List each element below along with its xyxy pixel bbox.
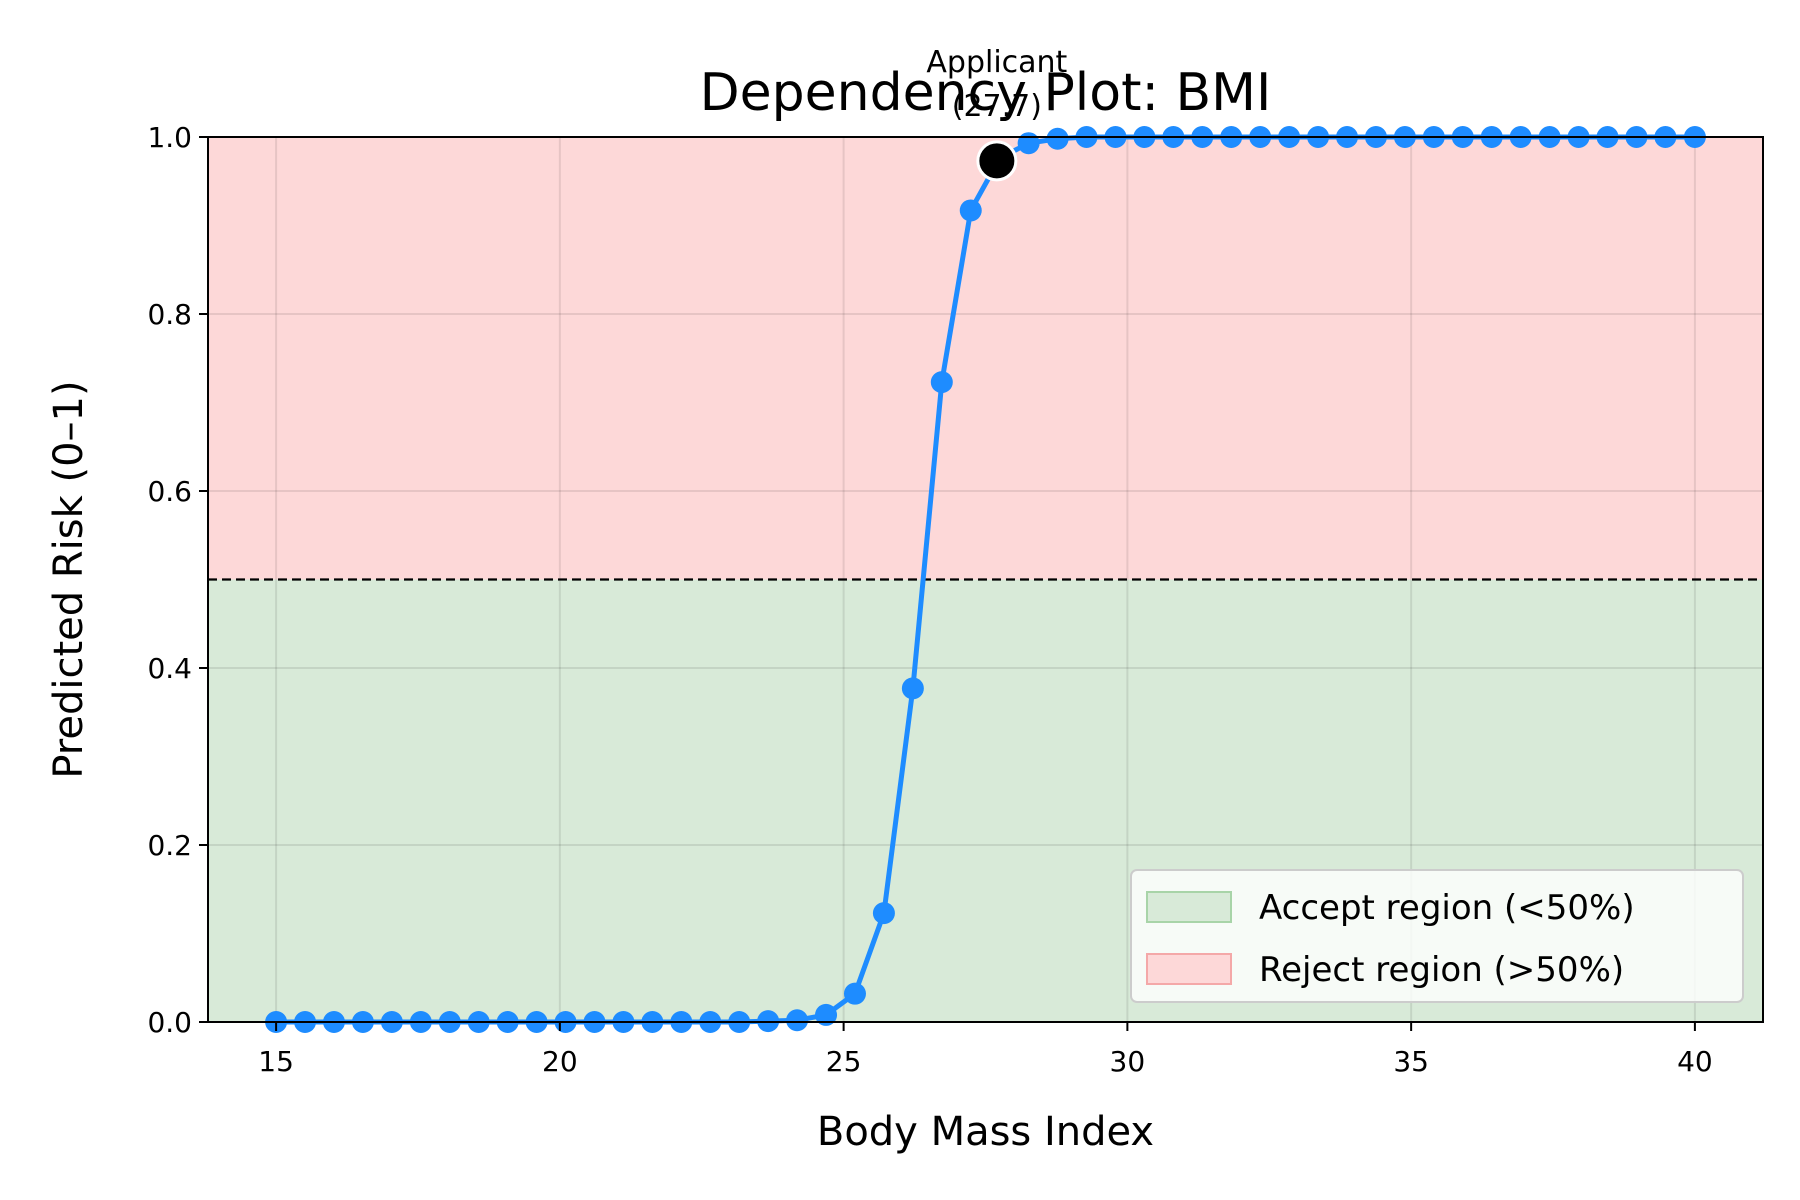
legend: Accept region (<50%) Reject region (>50%): [1130, 869, 1744, 1003]
data-point: [786, 1009, 809, 1032]
x-axis-label: Body Mass Index: [817, 1109, 1154, 1155]
x-tick-label: 25: [826, 1045, 862, 1078]
y-axis-label: Predicted Risk (0–1): [46, 380, 92, 778]
y-tick-label: 0.4: [147, 652, 192, 685]
applicant-marker-group: Applicant (27.7): [926, 45, 1068, 182]
x-tick-label: 40: [1677, 1045, 1713, 1078]
region-reject: [208, 137, 1763, 580]
applicant-value-label: (27.7): [952, 89, 1042, 124]
y-tick-label: 1.0: [147, 121, 192, 154]
applicant-label: Applicant: [926, 45, 1067, 80]
data-point: [901, 677, 924, 700]
legend-swatch: [1146, 891, 1232, 923]
x-axis-ticks: 15 20 25 30 35 40: [258, 1022, 1713, 1078]
data-point: [872, 902, 895, 925]
x-tick-label: 15: [258, 1045, 294, 1078]
x-tick-label: 30: [1110, 1045, 1146, 1078]
legend-swatch: [1146, 953, 1232, 985]
chart-title: Dependency Plot: BMI: [700, 63, 1272, 123]
risk-regions: [208, 137, 1763, 1022]
data-point: [1046, 127, 1069, 150]
legend-entries: Accept region (<50%) Reject region (>50%): [1146, 888, 1635, 990]
data-point: [815, 1003, 838, 1026]
legend-box: [1130, 869, 1744, 1003]
data-point: [959, 199, 982, 222]
y-tick-label: 0.2: [147, 829, 192, 862]
data-point: [930, 371, 953, 394]
applicant-point: [976, 140, 1018, 182]
x-tick-label: 20: [542, 1045, 578, 1078]
legend-label: Accept region (<50%): [1259, 888, 1635, 928]
data-point: [1017, 132, 1040, 155]
y-axis-ticks: 0.0 0.2 0.4 0.6 0.8 1.0: [147, 121, 208, 1039]
y-tick-label: 0.8: [147, 298, 192, 331]
y-tick-label: 0.6: [147, 475, 192, 508]
data-point: [843, 982, 866, 1005]
y-tick-label: 0.0: [147, 1006, 192, 1039]
legend-label: Reject region (>50%): [1259, 950, 1624, 990]
plot-frame: [207, 136, 1764, 1023]
x-tick-label: 35: [1393, 1045, 1429, 1078]
